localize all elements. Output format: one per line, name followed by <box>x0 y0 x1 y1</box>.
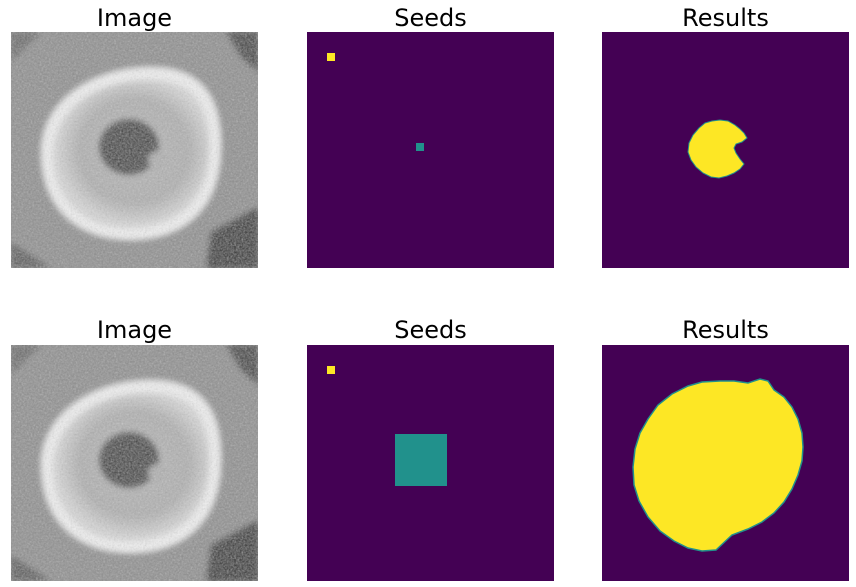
row2-grayscale-image <box>11 345 258 581</box>
row1-seeds-title: Seeds <box>394 4 467 32</box>
row2-results-title: Results <box>682 316 769 344</box>
seed-object-marker <box>395 434 447 486</box>
row2-image-title: Image <box>96 316 173 344</box>
row2-seeds-map <box>307 345 554 581</box>
row1-results-map <box>602 32 849 268</box>
seed-background-marker <box>327 366 335 374</box>
row2-results-map <box>602 345 849 581</box>
row1-image-title: Image <box>96 4 173 32</box>
seeds-background <box>307 32 554 268</box>
segmentation-result <box>632 378 804 552</box>
row1-grayscale-image <box>11 32 258 268</box>
segmentation-result <box>687 119 748 179</box>
seed-background-marker <box>327 53 335 61</box>
seed-object-marker <box>416 143 424 151</box>
row2-seeds-title: Seeds <box>394 316 467 344</box>
row1-seeds-map <box>307 32 554 268</box>
row1-results-title: Results <box>682 4 769 32</box>
